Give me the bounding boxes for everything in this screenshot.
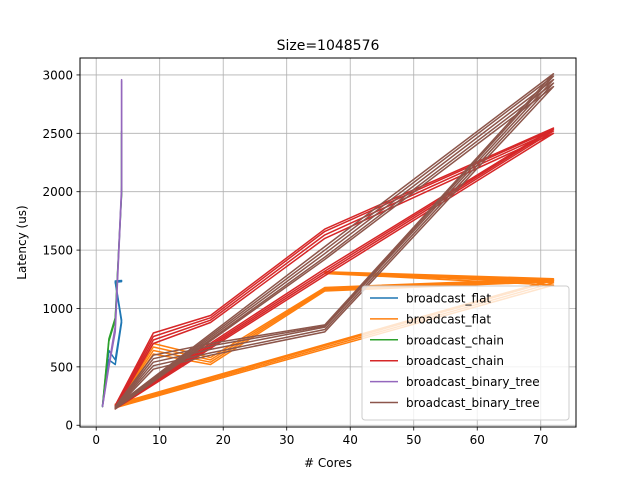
x-tick-label: 70: [533, 433, 548, 447]
series-layer: [101, 73, 555, 410]
x-tick-label: 20: [216, 433, 231, 447]
x-tick-label: 10: [152, 433, 167, 447]
series-line: [114, 73, 555, 408]
legend-label: broadcast_chain: [406, 354, 504, 368]
series-broadcast-chain-3: [114, 127, 555, 410]
x-tick-label: 40: [343, 433, 358, 447]
legend-label: broadcast_binary_tree: [406, 396, 540, 410]
series-line: [114, 132, 555, 410]
legend: broadcast_flat broadcast_flat broadcast_ch…: [361, 285, 570, 421]
legend-label: broadcast_flat: [406, 292, 491, 306]
y-tick-label: 1500: [42, 244, 73, 258]
x-axis-label: # Cores: [304, 456, 352, 470]
chart-title: Size=1048576: [277, 38, 380, 54]
series-line: [114, 271, 555, 409]
series-line: [114, 85, 555, 410]
series-line: [114, 82, 555, 410]
y-tick-label: 500: [50, 360, 73, 374]
series-line: [114, 78, 555, 409]
y-tick-label: 0: [65, 419, 73, 433]
y-tick-label: 2000: [42, 185, 73, 199]
y-axis-label: Latency (us): [15, 205, 29, 279]
series-line: [114, 270, 555, 408]
y-tick-label: 1000: [42, 302, 73, 316]
series-broadcast-binary-tree-4: [101, 78, 123, 408]
y-tick-label: 3000: [42, 68, 73, 82]
legend-label: broadcast_flat: [406, 312, 491, 326]
ticks: 0 10 20 30 40 50 60 70 0 500 1000 1500 2000 2500 3000: [42, 68, 548, 447]
series-line: [114, 75, 555, 408]
plot-frame: [79, 57, 577, 428]
legend-box: [361, 285, 570, 421]
x-tick-label: 0: [92, 433, 100, 447]
series-line: [101, 78, 123, 407]
legend-label: broadcast_binary_tree: [406, 375, 540, 389]
series-broadcast-binary-tree-5: [114, 73, 555, 410]
x-tick-label: 30: [279, 433, 294, 447]
legend-label: broadcast_chain: [406, 333, 504, 347]
y-tick-label: 2500: [42, 127, 73, 141]
series-line: [114, 130, 555, 409]
x-tick-label: 50: [406, 433, 421, 447]
x-tick-label: 60: [470, 433, 485, 447]
series-line: [114, 127, 555, 407]
series-line: [114, 128, 555, 408]
